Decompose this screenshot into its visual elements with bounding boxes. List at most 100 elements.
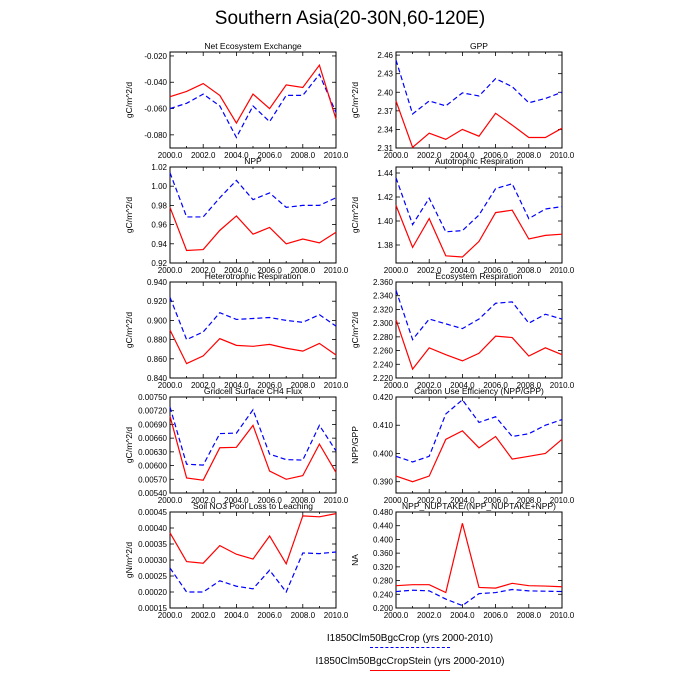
panel-0-ylabel: gC/m^2/d bbox=[124, 82, 134, 118]
panel-2-ytick-label: 0.94 bbox=[151, 240, 167, 249]
panel-1-xtick-label: 2006.0 bbox=[483, 151, 508, 160]
panel-3-xtick-label: 2006.0 bbox=[483, 266, 508, 275]
panel-6-ytick-label: 0.00750 bbox=[138, 393, 167, 402]
panel-3-ytick-label: 1.42 bbox=[377, 193, 393, 202]
panel-9-xtick-label: 2008.0 bbox=[517, 611, 542, 620]
panel-6-ytick-label: 0.00690 bbox=[138, 420, 167, 429]
panel-5-ytick-label: 2.320 bbox=[373, 305, 394, 314]
panel-3-xtick-label: 2002.0 bbox=[417, 266, 442, 275]
panel-9-ytick-label: 0.320 bbox=[373, 563, 394, 572]
panel-1-ytick-label: 2.40 bbox=[377, 88, 393, 97]
panel-8-xtick-label: 2008.0 bbox=[291, 611, 316, 620]
panel-3-ytick-label: 1.40 bbox=[377, 217, 393, 226]
panel-0-series-stein-line bbox=[169, 63, 337, 125]
panel-7-title: Carbon Use Efficiency (NPP/GPP) bbox=[414, 386, 544, 396]
panel-7-ylabel: NPP/GPP bbox=[350, 426, 360, 464]
panel-4-ytick-label: 0.900 bbox=[147, 316, 168, 325]
panel-5-xtick-label: 2004.0 bbox=[450, 381, 475, 390]
panel-9-ytick-label: 0.240 bbox=[373, 590, 394, 599]
panel-8-ytick-label: 0.00040 bbox=[138, 524, 167, 533]
panel-7-ytick-label: 0.390 bbox=[373, 478, 394, 487]
panel-2-xtick-label: 2006.0 bbox=[257, 266, 282, 275]
panel-7-series-stein-line bbox=[395, 430, 563, 483]
panel-6-ytick-label: 0.00720 bbox=[138, 407, 167, 416]
panel-9-series-stein-line bbox=[395, 523, 563, 594]
panel-7-ytick-label: 0.400 bbox=[373, 449, 394, 458]
panel-2-xtick-label: 2002.0 bbox=[191, 266, 216, 275]
panel-3-ytick-label: 1.38 bbox=[377, 241, 393, 250]
panel-0-series-crop-line bbox=[169, 73, 337, 139]
panel-1-series-crop-line bbox=[395, 59, 563, 115]
panel-6-ytick-label: 0.00540 bbox=[138, 489, 167, 498]
panel-8-xtick-label: 2010.0 bbox=[324, 611, 349, 620]
panel-9-ytick-label: 0.400 bbox=[373, 535, 394, 544]
panel-2-frame bbox=[169, 166, 337, 264]
panel-8-series-stein-line bbox=[169, 513, 337, 566]
panel-3-ytick-label: 1.44 bbox=[377, 169, 393, 178]
panel-2-series-stein-line bbox=[169, 207, 337, 252]
legend-entry-crop: I1850Clm50BgcCrop (yrs 2000-2010) bbox=[300, 633, 520, 648]
panel-2-title: NPP bbox=[244, 156, 262, 166]
panel-8-ytick-label: 0.00015 bbox=[138, 604, 167, 613]
panel-3-ylabel: gC/m^2/d bbox=[350, 197, 360, 233]
legend-swatch-stein bbox=[370, 670, 450, 671]
panel-4-series-crop-line bbox=[169, 297, 337, 341]
panel-1-ytick-label: 2.37 bbox=[377, 107, 393, 116]
panel-8-ytick-label: 0.00020 bbox=[138, 588, 167, 597]
panel-7-xtick-label: 2004.0 bbox=[450, 496, 475, 505]
panel-0-xtick-label: 2004.0 bbox=[224, 151, 249, 160]
panel-5-ytick-label: 2.300 bbox=[373, 319, 394, 328]
panel-8-ylabel: gN/m^2/d bbox=[124, 542, 134, 578]
panel-3-series-crop-line bbox=[395, 177, 563, 233]
panel-0-xtick-label: 2008.0 bbox=[291, 151, 316, 160]
panel-8-ytick-label: 0.00035 bbox=[138, 540, 167, 549]
panel-2-xtick-label: 2010.0 bbox=[324, 266, 349, 275]
panel-6-ytick-label: 0.00630 bbox=[138, 448, 167, 457]
panel-4-title: Heterotrophic Respiration bbox=[205, 271, 302, 281]
panel-5-ytick-label: 2.220 bbox=[373, 374, 394, 383]
panel-5-ytick-label: 2.340 bbox=[373, 292, 394, 301]
panel-9-series-crop-line bbox=[395, 588, 563, 607]
panel-6-xtick-label: 2002.0 bbox=[191, 496, 216, 505]
panel-9-title: NPP_NUPTAKE/(NPP_NUPTAKE+NPP) bbox=[402, 501, 556, 511]
panel-8-ytick-label: 0.00025 bbox=[138, 572, 167, 581]
panel-4-xtick-label: 2004.0 bbox=[224, 381, 249, 390]
panel-5-ytick-label: 2.280 bbox=[373, 333, 394, 342]
panel-4-series-stein-line bbox=[169, 329, 337, 365]
legend-swatch-crop bbox=[370, 647, 450, 648]
panel-5-title: Ecosystem Respiration bbox=[436, 271, 523, 281]
panel-9-ytick-label: 0.280 bbox=[373, 577, 394, 586]
panel-5-ytick-label: 2.260 bbox=[373, 347, 394, 356]
panel-4-ytick-label: 0.940 bbox=[147, 278, 168, 287]
panel-4-xtick-label: 2008.0 bbox=[291, 381, 316, 390]
panel-8-xtick-label: 2000.0 bbox=[158, 611, 183, 620]
panel-5-xtick-label: 2000.0 bbox=[384, 381, 409, 390]
panel-8-xtick-label: 2002.0 bbox=[191, 611, 216, 620]
panel-1-ytick-label: 2.43 bbox=[377, 70, 393, 79]
panel-6-xtick-label: 2008.0 bbox=[291, 496, 316, 505]
legend-label-stein: I1850Clm50BgcCropStein (yrs 2000-2010) bbox=[315, 656, 505, 667]
panel-0-ytick-label: -0.080 bbox=[144, 131, 167, 140]
panel-6-xtick-label: 2006.0 bbox=[257, 496, 282, 505]
panel-6-ytick-label: 0.00600 bbox=[138, 462, 167, 471]
panel-6-xtick-label: 2000.0 bbox=[158, 496, 183, 505]
panel-6-ylabel: gC/m^2/d bbox=[124, 427, 134, 463]
panel-4-xtick-label: 2002.0 bbox=[191, 381, 216, 390]
panel-5-xtick-label: 2006.0 bbox=[483, 381, 508, 390]
panel-8-xtick-label: 2004.0 bbox=[224, 611, 249, 620]
panel-9-xtick-label: 2006.0 bbox=[483, 611, 508, 620]
figure-title: Southern Asia(20-30N,60-120E) bbox=[214, 8, 486, 29]
panel-0-frame bbox=[169, 51, 337, 149]
panel-7-xtick-label: 2000.0 bbox=[384, 496, 409, 505]
panel-6-title: Gridcell Surface CH4 Flux bbox=[204, 386, 303, 396]
panel-7-xtick-label: 2006.0 bbox=[483, 496, 508, 505]
panel-4-ytick-label: 0.880 bbox=[147, 336, 168, 345]
panel-2-ylabel: gC/m^2/d bbox=[124, 197, 134, 233]
panel-9-ytick-label: 0.480 bbox=[373, 508, 394, 517]
panel-3-frame bbox=[395, 166, 563, 264]
panel-6-ytick-label: 0.00570 bbox=[138, 475, 167, 484]
panel-7-ytick-label: 0.410 bbox=[373, 421, 394, 430]
panel-8-frame bbox=[169, 511, 337, 609]
panel-6-series-crop-line bbox=[169, 406, 337, 466]
